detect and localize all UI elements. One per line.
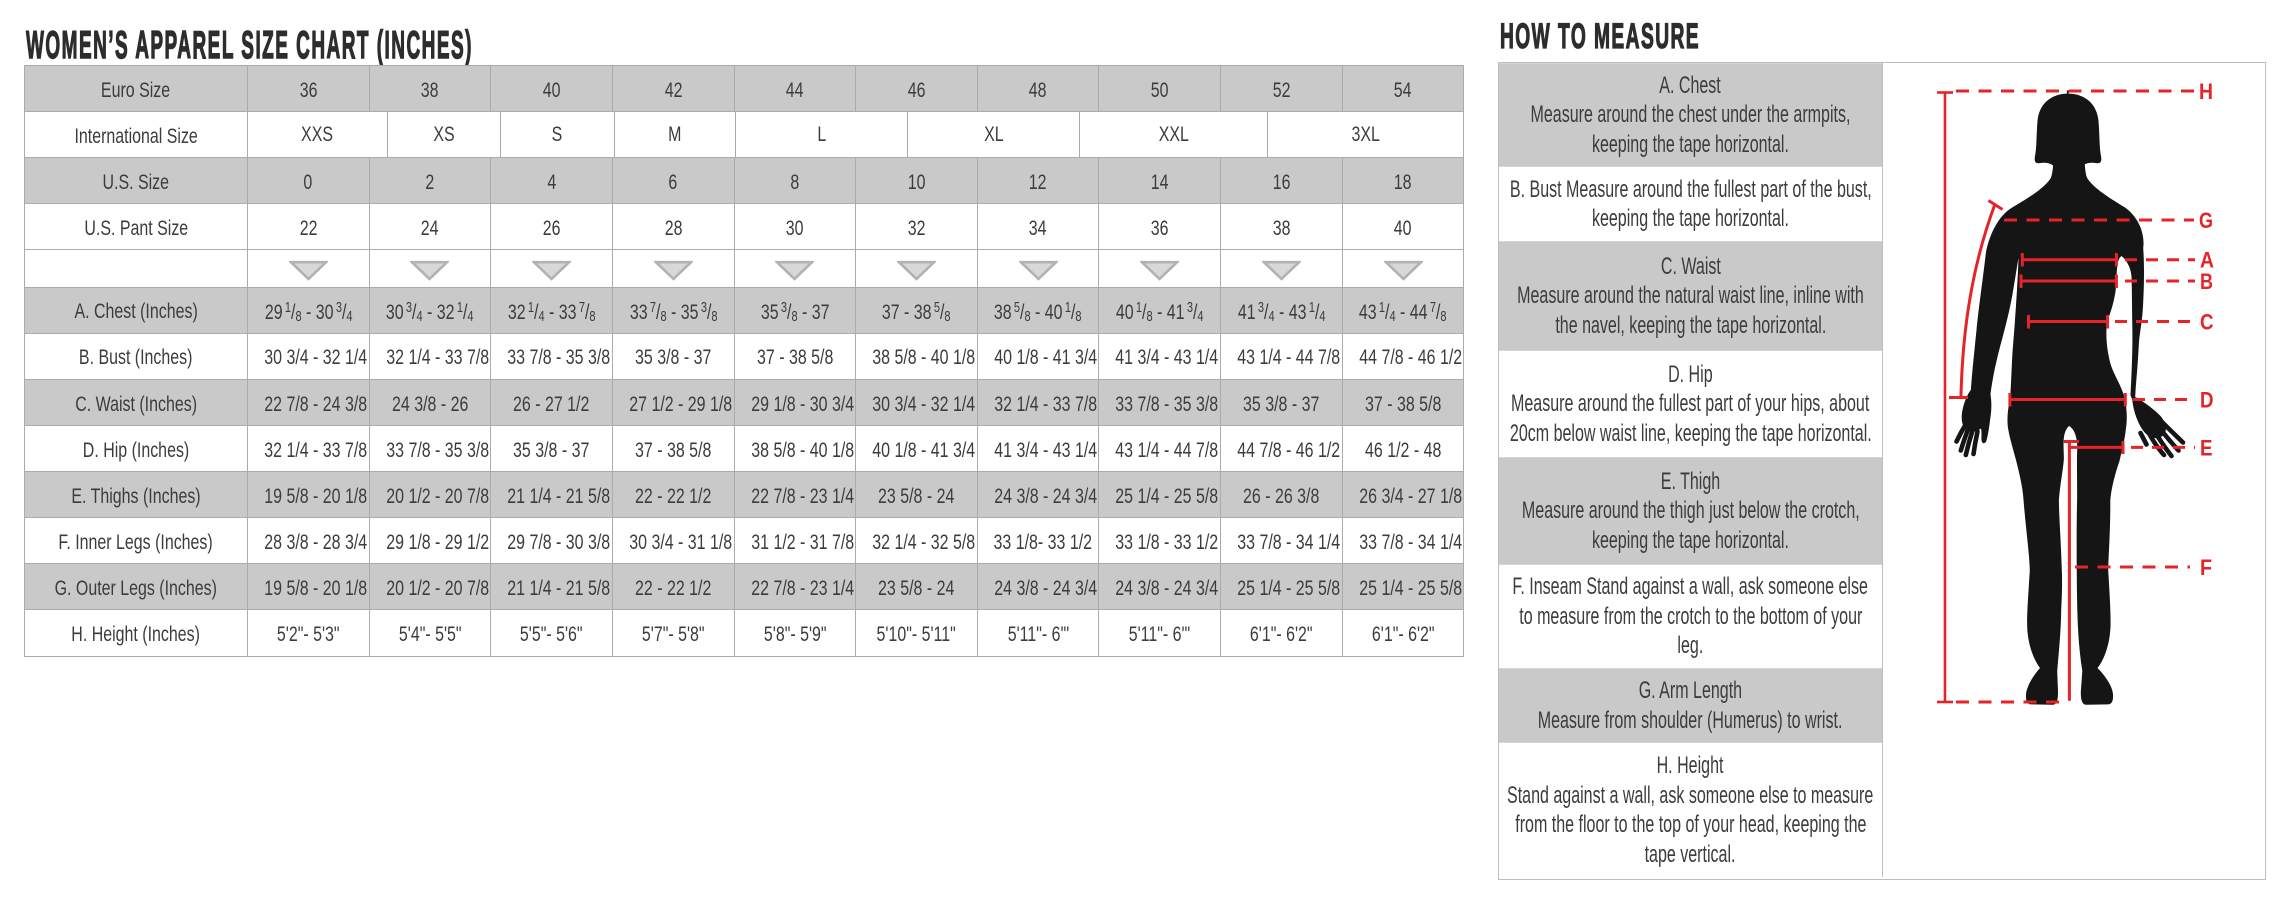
svg-text:H: H	[2199, 79, 2213, 104]
svg-text:D: D	[2200, 388, 2214, 413]
svg-text:A: A	[2200, 248, 2214, 273]
svg-text:G: G	[2199, 208, 2213, 233]
svg-text:C: C	[2200, 310, 2214, 335]
svg-text:F: F	[2200, 555, 2212, 580]
svg-text:B: B	[2200, 269, 2213, 294]
svg-text:E: E	[2200, 435, 2213, 460]
